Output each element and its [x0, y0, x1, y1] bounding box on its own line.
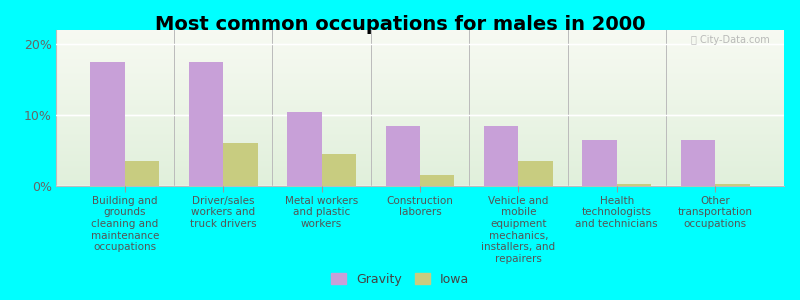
Text: Most common occupations for males in 2000: Most common occupations for males in 200…	[154, 15, 646, 34]
Bar	[189, 62, 223, 186]
Bar	[681, 140, 715, 186]
Bar	[518, 161, 553, 186]
Bar	[582, 140, 617, 186]
Bar	[287, 112, 322, 186]
Legend: Gravity, Iowa: Gravity, Iowa	[326, 268, 474, 291]
Bar	[617, 184, 651, 186]
Bar	[420, 176, 454, 186]
Bar	[386, 126, 420, 186]
Bar	[322, 154, 356, 186]
Bar	[223, 143, 258, 186]
Text: ⓘ City-Data.com: ⓘ City-Data.com	[690, 35, 770, 45]
Bar	[90, 62, 125, 186]
Bar	[125, 161, 159, 186]
Bar	[484, 126, 518, 186]
Bar	[715, 184, 750, 186]
